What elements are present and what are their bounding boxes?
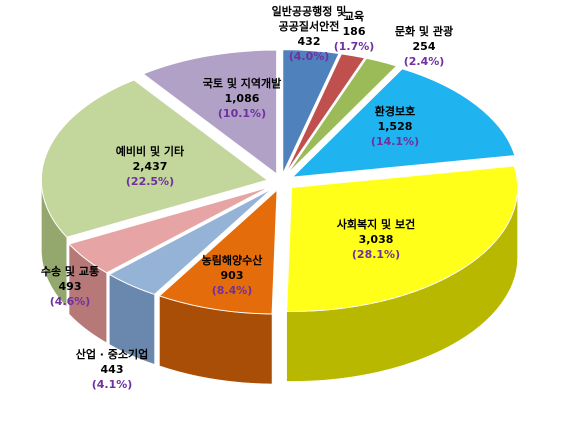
- pie-slice-1: [284, 53, 366, 175]
- pie-slice-4: [286, 165, 519, 312]
- pie-slice-5: [158, 188, 278, 315]
- pie-slice-0: [282, 49, 340, 174]
- slice-label-2: 문화 및 관광 254 (2.4%): [395, 24, 453, 68]
- slice-label-0: 일반공공행정 및 공공질서안전 432 (4.0%): [272, 4, 347, 63]
- pie-slice-3: [291, 68, 516, 178]
- pie-slice-9: [142, 49, 278, 176]
- slice-label-9: 국토 및 지역개발 1,086 (10.1%): [203, 76, 282, 120]
- slice-label-1: 교육 186 (1.7%): [334, 10, 375, 53]
- pie-slice-7: [68, 186, 270, 274]
- slice-label-8: 예비비 및 기타 2,437 (22.5%): [116, 144, 185, 188]
- slice-label-7: 수송 및 교통 493 (4.6%): [41, 264, 99, 308]
- slice-label-5: 농림해양수산 903 (8.4%): [202, 253, 263, 297]
- pie-tops: [40, 49, 519, 315]
- pie-slice-6: [108, 188, 273, 295]
- pie-labels: 일반공공행정 및 공공질서안전 432 (4.0%)교육 186 (1.7%) 문화 및 관…: [41, 4, 453, 391]
- slice-label-4: 사회복지 및 보건 3,038 (28.1%): [337, 217, 416, 261]
- pie-slice-2: [286, 57, 398, 175]
- pie-slice-8: [40, 79, 269, 238]
- slice-label-6: 산업 · 중소기업 443 (4.1%): [76, 347, 149, 391]
- slice-label-3: 환경보호 1,528 (14.1%): [371, 104, 419, 148]
